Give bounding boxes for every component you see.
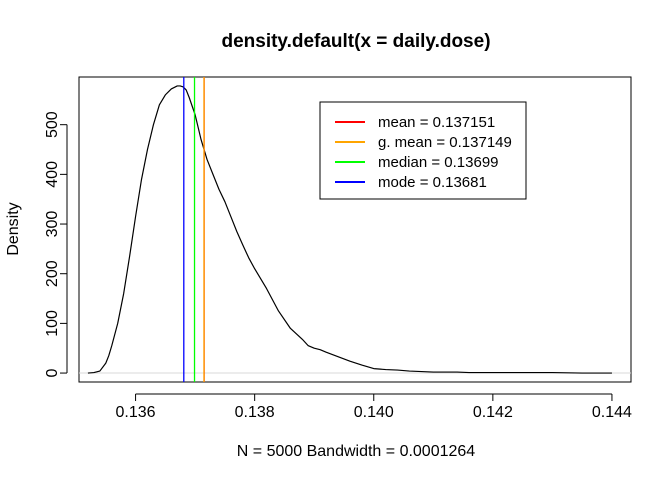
series-layer: [79, 85, 631, 374]
legend-entry: median = 0.13699: [378, 154, 499, 171]
x-tick-label: 0.144: [592, 404, 632, 421]
x-tick-label: 0.136: [116, 404, 156, 421]
y-axis-label: Density: [5, 202, 22, 255]
x-tick-label: 0.140: [354, 404, 394, 421]
y-tick-label: 500: [44, 111, 61, 138]
legend: mean = 0.137151 g. mean = 0.137149 median …: [319, 101, 527, 200]
x-tick-label: 0.138: [235, 404, 275, 421]
legend-entry: mean = 0.137151: [378, 114, 495, 131]
reference-lines: [183, 77, 205, 382]
y-tick-label: 100: [44, 310, 61, 337]
y-tick-label: 300: [44, 211, 61, 238]
y-axis: 0 100 200 300 400 500: [44, 111, 68, 378]
plot-frame: [78, 76, 632, 383]
legend-entry: g. mean = 0.137149: [378, 134, 512, 151]
x-axis: 0.136 0.138 0.140 0.142 0.144: [116, 393, 632, 421]
legend-entry: mode = 0.13681: [378, 174, 487, 191]
y-tick-label: 200: [44, 260, 61, 287]
density-curve: [87, 85, 612, 374]
y-tick-label: 400: [44, 161, 61, 188]
x-tick-label: 0.142: [473, 404, 513, 421]
chart-title: density.default(x = daily.dose): [221, 31, 490, 52]
y-tick-label: 0: [44, 369, 61, 378]
x-axis-label: N = 5000 Bandwidth = 0.0001264: [237, 443, 476, 460]
